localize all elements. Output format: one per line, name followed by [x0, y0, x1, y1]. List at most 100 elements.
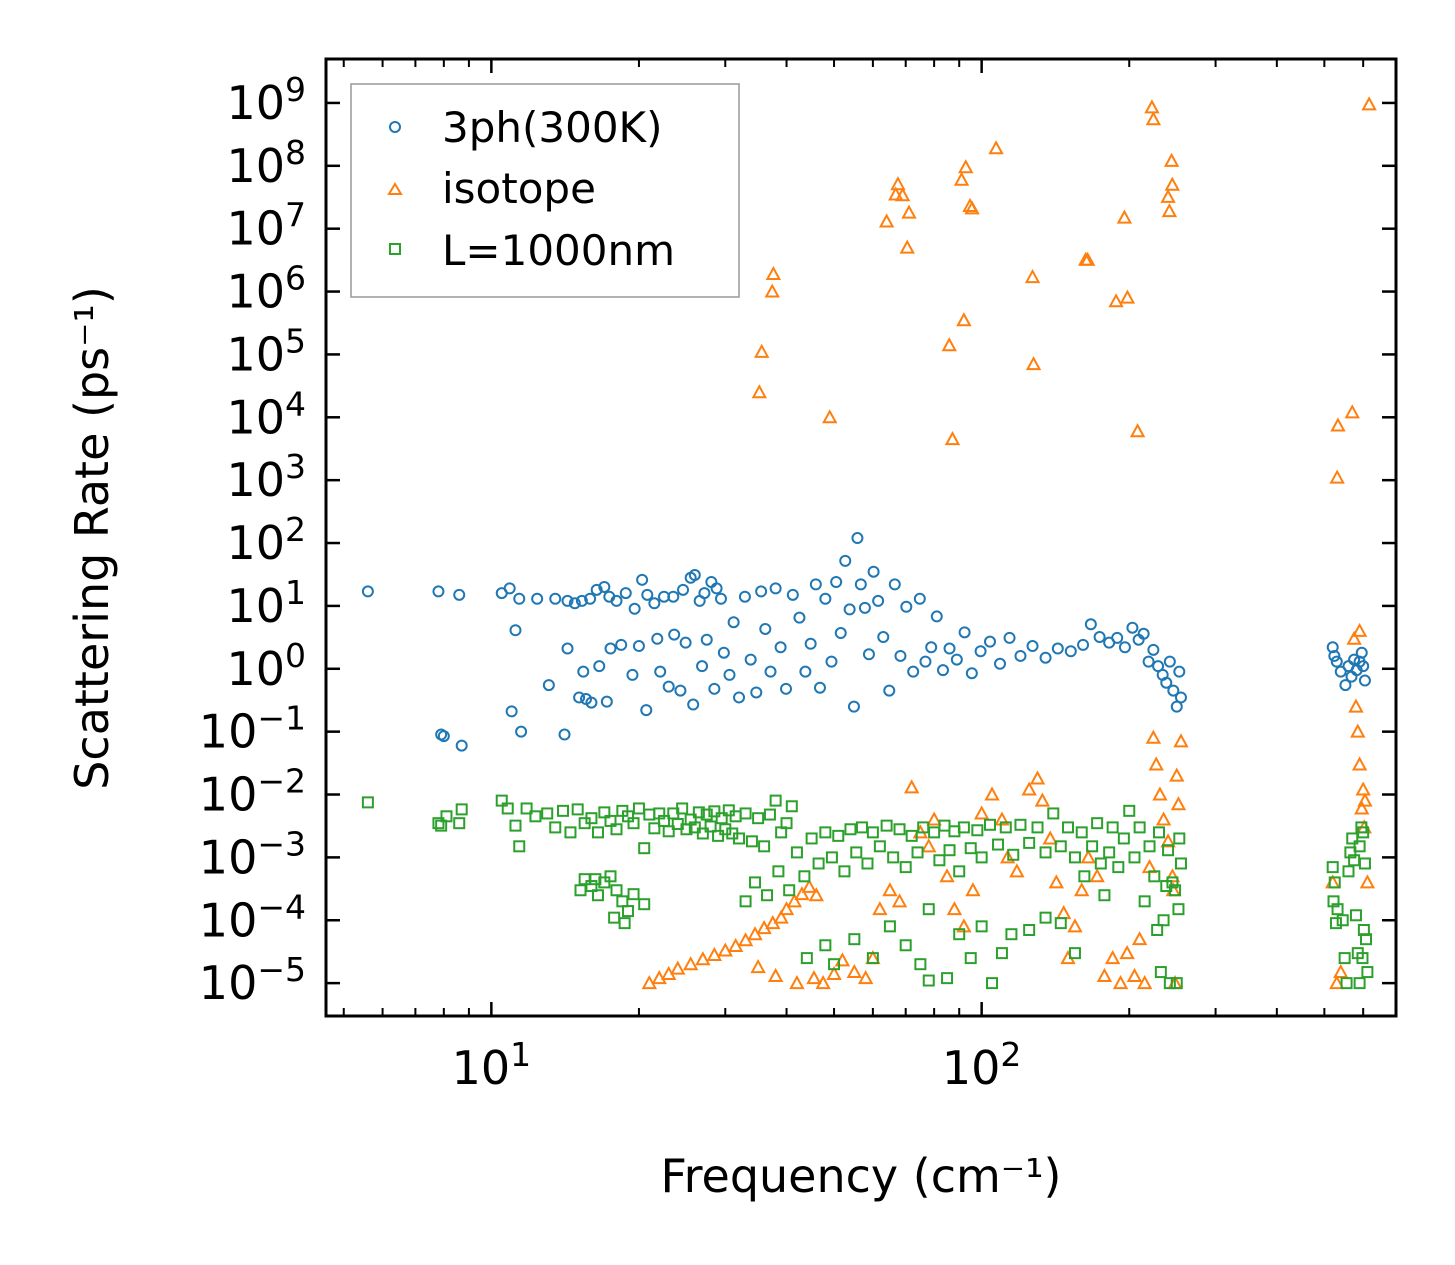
data-point	[712, 829, 725, 842]
x-tick-label-1e1: 101	[452, 1035, 532, 1095]
data-point	[801, 878, 817, 893]
data-point	[564, 826, 577, 839]
data-point	[812, 857, 825, 870]
data-point	[610, 884, 623, 897]
data-point	[891, 893, 908, 908]
data-point	[727, 616, 740, 629]
data-point	[769, 582, 782, 595]
data-point	[1353, 840, 1366, 853]
data-point	[1005, 928, 1018, 941]
data-point	[790, 846, 803, 859]
data-point	[1164, 868, 1181, 883]
data-point	[692, 806, 705, 819]
data-point	[648, 822, 661, 835]
data-point	[513, 840, 526, 853]
data-point	[774, 641, 787, 654]
data-point	[600, 695, 613, 708]
data-point	[1328, 876, 1341, 889]
data-point	[1014, 649, 1027, 662]
data-point	[1116, 209, 1133, 224]
data-point	[1163, 655, 1176, 668]
data-point	[789, 975, 805, 990]
data-point	[1047, 807, 1060, 820]
y-tick-label-1e6: 106	[226, 259, 306, 319]
data-point	[585, 812, 598, 825]
data-point	[1174, 857, 1187, 870]
data-point	[638, 898, 651, 911]
data-point	[738, 590, 751, 603]
data-point	[1144, 99, 1160, 114]
data-point	[626, 668, 639, 681]
data-point	[964, 952, 977, 965]
data-point	[755, 585, 768, 598]
data-point	[1346, 630, 1362, 645]
data-point	[857, 970, 874, 985]
data-point	[651, 970, 667, 985]
data-point	[1355, 646, 1368, 659]
data-point	[455, 803, 468, 816]
data-point	[688, 821, 701, 834]
data-point	[1111, 631, 1124, 644]
data-point	[953, 865, 966, 878]
plot-frame	[324, 57, 1398, 1018]
data-point	[772, 865, 785, 878]
data-point	[1353, 977, 1366, 990]
data-point	[1039, 651, 1052, 664]
data-point	[619, 587, 632, 600]
data-point	[632, 640, 645, 653]
data-point	[913, 592, 926, 605]
data-point	[674, 684, 687, 697]
data-point	[1331, 903, 1344, 916]
data-point	[1075, 826, 1088, 839]
data-point	[1119, 289, 1136, 304]
data-point	[608, 911, 621, 924]
data-point	[632, 802, 645, 815]
data-point	[899, 861, 912, 874]
data-point	[764, 283, 780, 298]
data-point	[505, 705, 518, 718]
data-point	[862, 648, 875, 661]
data-point	[604, 642, 617, 655]
data-point	[531, 592, 544, 605]
legend-marker-3ph	[389, 121, 401, 133]
data-point	[641, 975, 658, 990]
data-point	[651, 632, 664, 645]
series-circle	[361, 532, 1371, 752]
data-point	[854, 578, 867, 591]
data-point	[1117, 832, 1130, 845]
data-point	[939, 868, 955, 883]
data-point	[799, 665, 812, 678]
data-point	[754, 343, 770, 358]
data-point	[1170, 796, 1187, 811]
data-point	[975, 920, 988, 933]
data-point	[1163, 977, 1176, 990]
data-point	[717, 646, 730, 659]
data-point	[825, 655, 838, 668]
data-point	[1153, 826, 1166, 839]
data-point	[558, 728, 571, 741]
data-point	[1084, 618, 1097, 631]
data-point	[826, 965, 842, 980]
data-point	[1003, 631, 1016, 644]
data-point	[993, 657, 1006, 670]
data-point	[640, 704, 653, 717]
data-point	[561, 594, 574, 607]
data-point	[943, 844, 956, 857]
data-point	[432, 585, 445, 598]
data-point	[785, 800, 798, 813]
data-point	[878, 213, 895, 228]
data-point	[819, 826, 832, 839]
data-point	[503, 582, 516, 595]
data-point	[549, 592, 562, 605]
data-point	[815, 975, 831, 990]
data-point	[704, 820, 717, 833]
data-point	[361, 585, 374, 598]
data-point	[1349, 909, 1362, 922]
y-tick-label-1e-4: 10−4	[199, 887, 306, 947]
data-point	[888, 186, 904, 201]
data-point	[808, 887, 824, 902]
data-point	[1023, 836, 1036, 849]
data-point	[1093, 631, 1106, 644]
data-point	[1357, 792, 1373, 807]
data-point	[1039, 911, 1052, 924]
